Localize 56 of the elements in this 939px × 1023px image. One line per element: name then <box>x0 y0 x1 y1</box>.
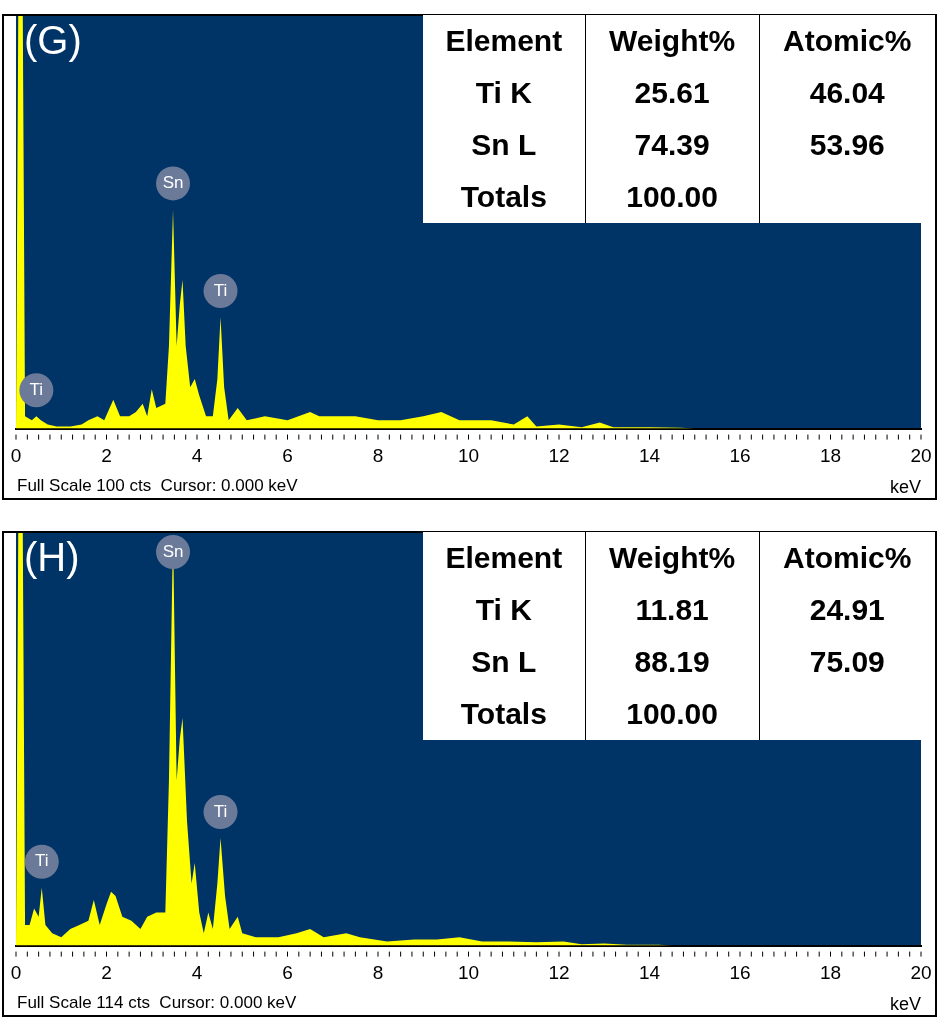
x-tick-label: 10 <box>457 962 480 984</box>
annotation: Weight% <box>585 15 760 67</box>
x-tick-label: 20 <box>910 445 932 467</box>
annotation: Totals <box>459 179 548 215</box>
annotation: Sn <box>162 173 184 193</box>
x-axis-title: keV <box>889 994 921 1015</box>
x-tick-label: 16 <box>729 445 751 467</box>
annotation: Atomic% <box>782 540 913 576</box>
annotation: Sn L <box>470 644 538 680</box>
annotation: 46.04 <box>808 75 886 111</box>
x-tick-label: 8 <box>372 445 384 467</box>
x-tick-label: 12 <box>548 445 570 467</box>
annotation: Atomic% <box>782 23 913 59</box>
annotation: 75.09 <box>808 644 886 680</box>
chart-title: (H) <box>24 535 80 580</box>
annotation: Ti <box>213 280 228 300</box>
annotation: 24.91 <box>808 592 886 628</box>
x-tick-label: 14 <box>638 445 661 467</box>
x-tick-label: 2 <box>101 962 112 984</box>
annotation: Element <box>444 540 564 576</box>
text: Full Scale 100 cts Cursor: 0.000 keV <box>17 476 299 496</box>
annotation: Ti <box>29 379 44 399</box>
annotation: 88.19 <box>585 636 760 688</box>
x-tick-label: 4 <box>191 445 203 467</box>
annotation: Ti <box>35 851 49 871</box>
x-tick-label: 12 <box>548 962 570 984</box>
x-tick-label: 6 <box>282 445 293 467</box>
x-axis-title: keV <box>889 477 921 498</box>
annotation: 25.61 <box>585 67 760 119</box>
annotation: 100.00 <box>585 688 760 740</box>
annotation: Ti K <box>474 75 533 111</box>
x-tick-label: 0 <box>10 962 22 984</box>
annotation: Ti <box>213 801 228 821</box>
x-tick-label: 2 <box>101 445 112 467</box>
annotation: 74.39 <box>585 119 760 171</box>
text: Full Scale 114 cts Cursor: 0.000 keV <box>17 993 298 1013</box>
annotation: Ti K <box>474 592 533 628</box>
annotation: 100.00 <box>585 171 760 223</box>
annotation: Weight% <box>585 532 760 584</box>
annotation: Sn <box>162 541 184 561</box>
x-tick-label: 4 <box>191 962 203 984</box>
chart-title: (G) <box>24 18 82 63</box>
x-tick-label: 0 <box>10 445 22 467</box>
annotation: Element <box>444 23 564 59</box>
x-tick-label: 18 <box>819 445 842 467</box>
x-tick-label: 14 <box>638 962 661 984</box>
annotation: 11.81 <box>585 584 760 636</box>
annotation: Totals <box>459 696 548 732</box>
x-tick-label: 6 <box>282 962 293 984</box>
x-tick-label: 10 <box>457 445 480 467</box>
x-tick-label: 8 <box>372 962 384 984</box>
annotation: 53.96 <box>808 127 886 163</box>
x-tick-label: 16 <box>729 962 751 984</box>
x-tick-label: 20 <box>910 962 932 984</box>
x-tick-label: 18 <box>819 962 842 984</box>
annotation: Sn L <box>470 127 538 163</box>
